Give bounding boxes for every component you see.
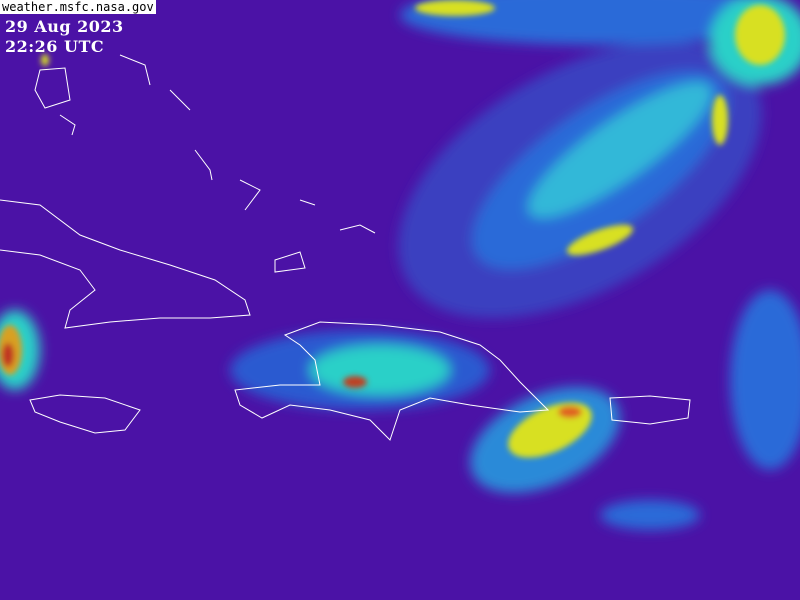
jamaica-coastline <box>29 394 141 434</box>
time-label: 22:26 UTC <box>5 37 105 56</box>
source-label: weather.msfc.nasa.gov <box>0 0 156 14</box>
cuba-coastline <box>0 199 251 329</box>
cloud-cores <box>0 0 785 458</box>
hispaniola-coastline <box>234 321 550 441</box>
puerto-rico-coastline <box>609 395 691 425</box>
bahamas-coastline <box>34 54 376 273</box>
date-label: 29 Aug 2023 <box>5 17 124 36</box>
coastlines <box>0 54 691 441</box>
